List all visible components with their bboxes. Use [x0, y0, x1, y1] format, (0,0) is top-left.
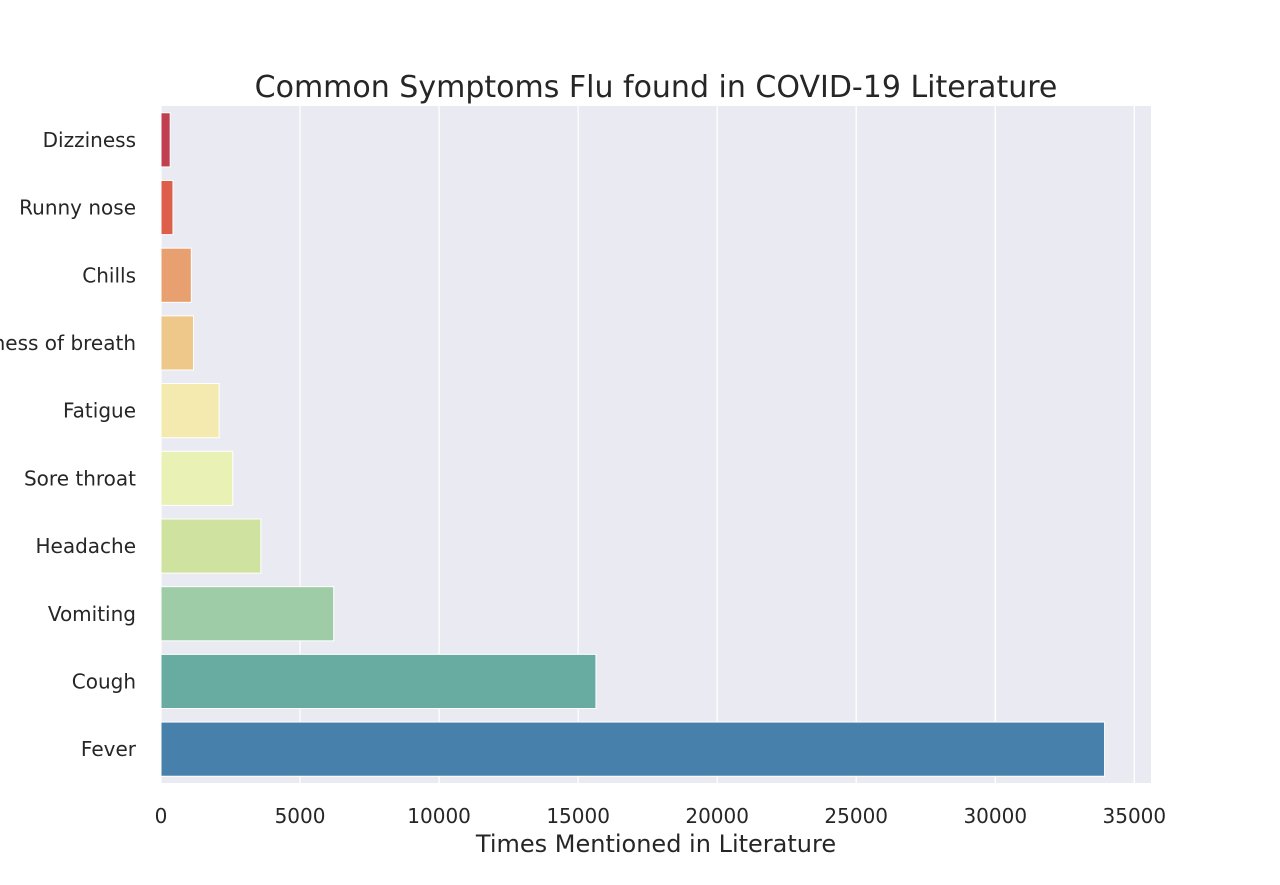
x-tick-label: 5000 [275, 804, 326, 828]
x-tick-labels: 0 5000 10000 15000 20000 25000 30000 35000 [155, 804, 1166, 828]
x-axis-label: Times Mentioned in Literature [475, 830, 836, 858]
x-tick-label: 0 [155, 804, 168, 828]
bar-vomiting [160, 586, 335, 642]
bar-sore-throat [160, 450, 234, 506]
y-tick-label: Dizziness [43, 128, 136, 152]
y-tick-labels: Dizziness Runny nose Chills Shortness of br… [0, 128, 137, 761]
bar-fever [160, 721, 1106, 777]
bar-dizziness [160, 112, 171, 168]
x-tick-label: 20000 [685, 804, 749, 828]
x-tick-label: 25000 [824, 804, 888, 828]
y-tick-label: Headache [35, 534, 136, 558]
y-tick-label: Vomiting [48, 602, 136, 626]
y-tick-label: Cough [72, 669, 136, 693]
bars [160, 112, 1106, 777]
x-tick-label: 35000 [1103, 804, 1167, 828]
y-tick-label: Fatigue [63, 399, 136, 423]
bar-headache [160, 518, 262, 574]
bar-chills [160, 247, 192, 303]
bar-shortness-of-breath [160, 315, 195, 371]
y-tick-label: Runny nose [19, 196, 136, 220]
y-tick-label: Chills [82, 263, 136, 287]
bar-fatigue [160, 383, 220, 439]
x-tick-label: 30000 [963, 804, 1027, 828]
y-tick-label: Fever [81, 737, 137, 761]
x-tick-label: 15000 [546, 804, 610, 828]
bar-cough [160, 653, 597, 710]
chart-title: Common Symptoms Flu found in COVID-19 Li… [255, 70, 1058, 105]
y-tick-label: Shortness of breath [0, 331, 136, 355]
y-tick-label: Sore throat [24, 466, 136, 490]
x-tick-label: 10000 [407, 804, 471, 828]
bar-runny-nose [160, 179, 174, 236]
